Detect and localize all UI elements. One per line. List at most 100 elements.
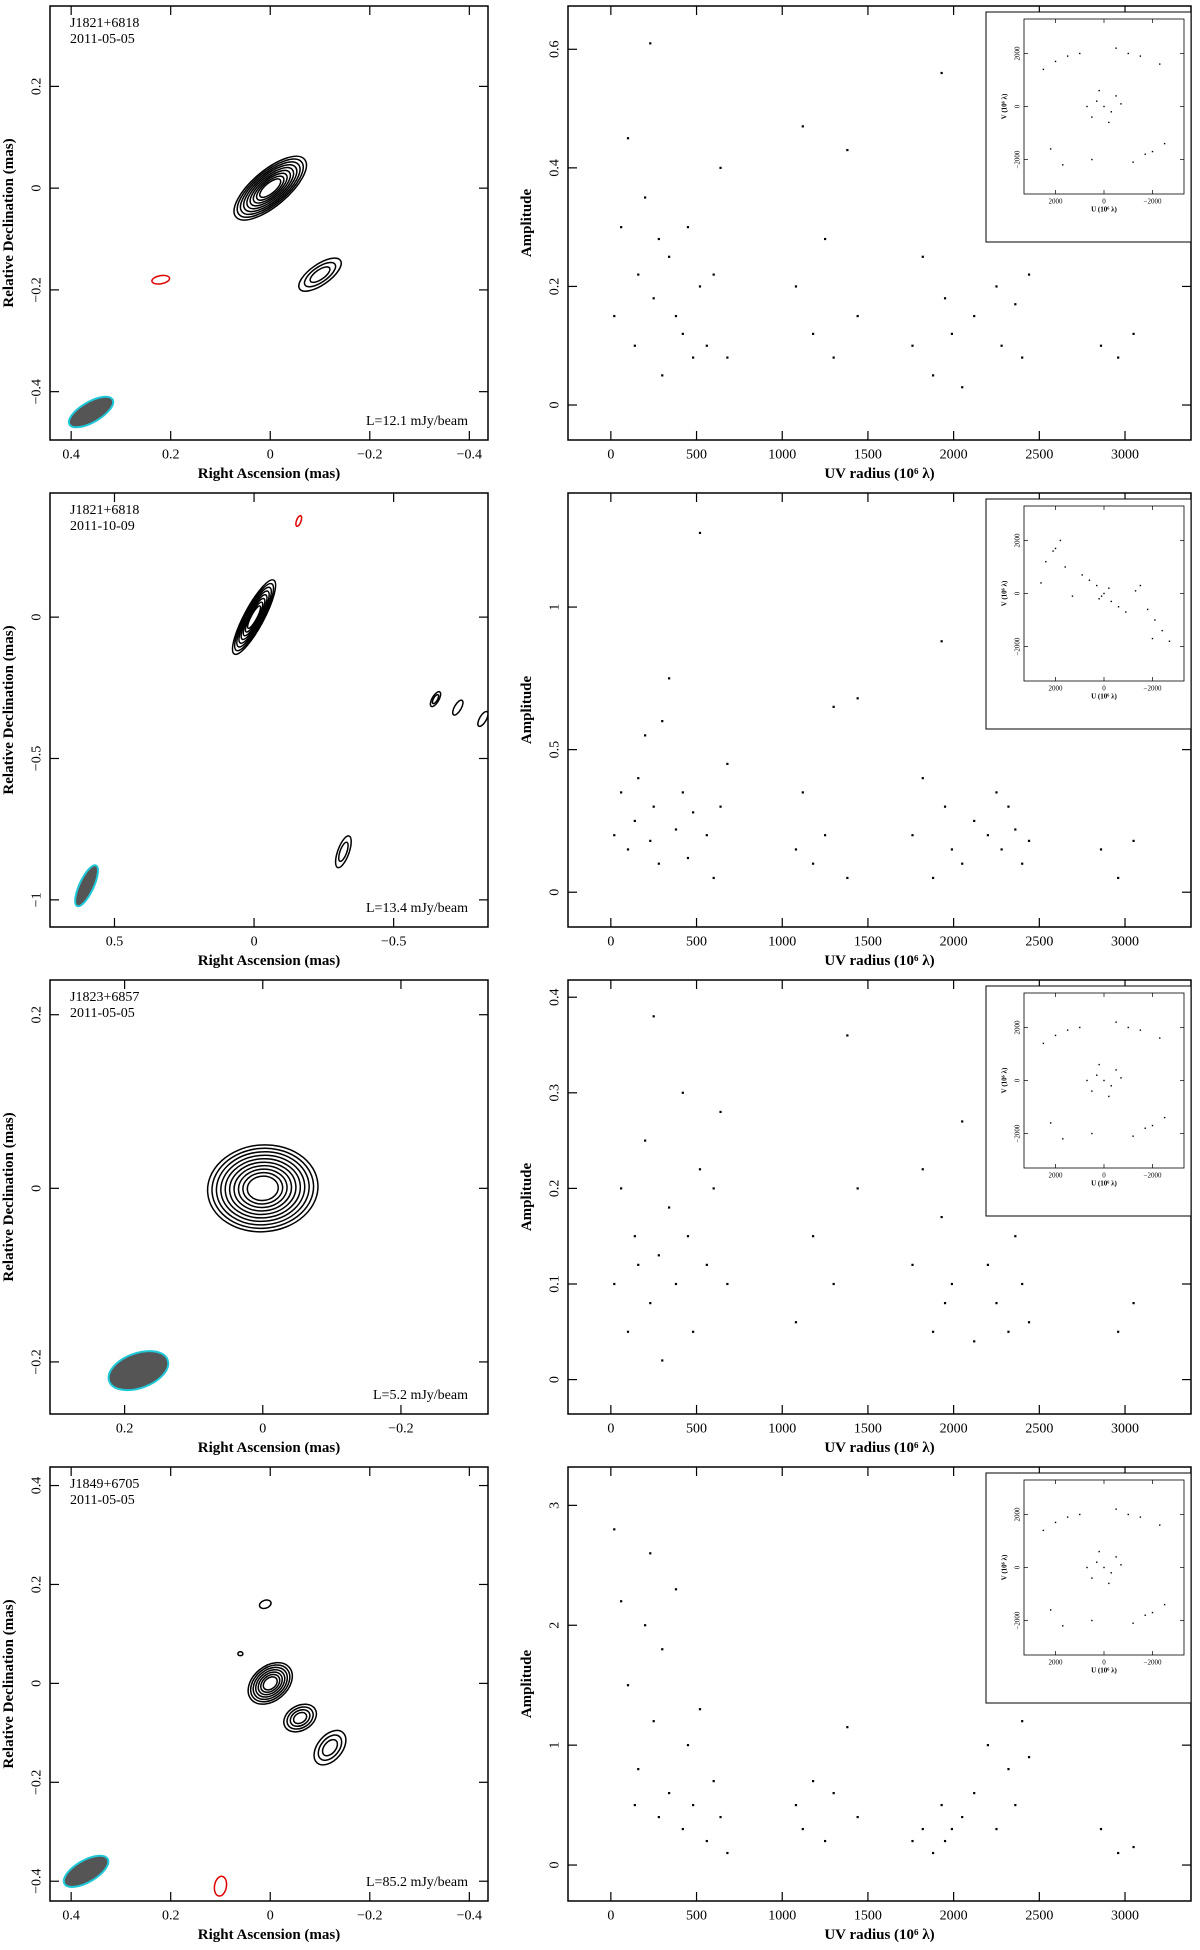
data-point <box>794 285 798 288</box>
data-point <box>661 374 664 377</box>
data-point <box>692 1803 695 1807</box>
data-point <box>705 1263 708 1266</box>
data-point <box>1103 1079 1105 1082</box>
data-point <box>911 1263 914 1266</box>
data-point <box>961 1815 964 1819</box>
y-axis-label: Amplitude <box>519 1162 535 1231</box>
data-point <box>1027 273 1031 276</box>
y-tick-label: 0 <box>1013 591 1021 595</box>
contour <box>309 266 331 284</box>
data-point <box>1132 839 1135 842</box>
x-tick-label: 500 <box>686 1422 707 1437</box>
data-point <box>950 848 954 851</box>
data-point <box>657 237 660 241</box>
y-tick-label: −0.2 <box>30 1349 45 1374</box>
x-tick-label: 0 <box>607 448 614 463</box>
source-name: J1849+6705 <box>70 1477 139 1492</box>
data-point <box>1146 608 1149 611</box>
data-point <box>626 137 630 140</box>
data-point <box>1117 876 1120 880</box>
contour <box>236 158 304 218</box>
peak-level: L=85.2 mJy/beam <box>366 1875 468 1890</box>
x-tick-label: 0.2 <box>116 1422 134 1437</box>
data-point <box>1066 55 1069 57</box>
data-point <box>712 273 715 276</box>
data-point <box>856 697 859 700</box>
data-point <box>1139 55 1142 57</box>
data-point <box>1014 1235 1017 1238</box>
x-tick-label: −2000 <box>1144 1658 1162 1666</box>
data-point <box>940 1215 943 1219</box>
data-point <box>626 1330 630 1333</box>
x-axis-label: U (10⁶ λ) <box>1091 1667 1117 1675</box>
contour <box>236 586 273 648</box>
data-point <box>1099 344 1103 347</box>
data-point <box>620 1600 623 1603</box>
data-point <box>613 1282 616 1286</box>
x-axis-label: U (10⁶ λ) <box>1091 206 1117 214</box>
data-point <box>726 762 729 765</box>
data-point <box>1079 52 1081 55</box>
x-tick-label: 1000 <box>768 448 796 463</box>
data-point <box>652 297 655 300</box>
contour <box>313 1729 347 1766</box>
data-point <box>973 314 976 318</box>
data-point <box>661 1648 664 1651</box>
x-tick-label: 0.2 <box>162 1909 180 1924</box>
y-tick-label: −0.2 <box>30 1770 45 1795</box>
y-tick-label: 0.2 <box>30 1576 45 1594</box>
data-point <box>1027 1756 1031 1759</box>
plot-frame <box>49 1466 489 1902</box>
x-tick-label: 1500 <box>854 935 882 950</box>
y-tick-label: 0.4 <box>30 1477 45 1495</box>
data-point <box>1110 1572 1112 1574</box>
y-tick-label: 0.5 <box>548 741 563 759</box>
data-point <box>950 332 954 335</box>
x-tick-label: 2500 <box>1025 448 1053 463</box>
data-point <box>705 344 708 347</box>
data-point <box>719 1110 722 1114</box>
contour <box>252 172 288 204</box>
y-tick-label: −0.5 <box>30 746 45 771</box>
y-axis-label: V (10⁶ λ) <box>1001 580 1009 606</box>
data-point <box>1139 1029 1142 1031</box>
contour <box>242 1171 284 1205</box>
data-point <box>856 314 859 318</box>
x-tick-label: 2500 <box>1025 1909 1053 1924</box>
x-axis-label: U (10⁶ λ) <box>1091 1180 1117 1188</box>
data-point <box>1079 1513 1081 1516</box>
x-tick-label: 0 <box>251 935 258 950</box>
data-point <box>1014 1803 1017 1807</box>
contour <box>451 699 464 716</box>
data-point <box>794 1321 798 1324</box>
data-point <box>1021 1720 1024 1723</box>
x-tick-label: 2000 <box>1049 197 1064 205</box>
x-tick-label: 0 <box>259 1422 266 1437</box>
y-tick-label: 0 <box>1013 104 1021 108</box>
data-point <box>698 285 702 288</box>
data-point <box>674 1282 678 1286</box>
data-point <box>811 1780 815 1783</box>
x-tick-label: 0 <box>1102 197 1106 205</box>
contour <box>240 594 268 641</box>
x-tick-label: −2000 <box>1144 197 1162 205</box>
plot-area <box>1042 1021 1166 1140</box>
y-tick-label: 0 <box>548 402 563 409</box>
inset-frame <box>985 11 1192 243</box>
data-point <box>911 834 914 837</box>
data-point <box>811 332 815 335</box>
contour <box>213 1875 228 1897</box>
contour <box>249 1664 291 1703</box>
contour <box>242 164 298 213</box>
data-point <box>644 196 647 199</box>
data-point <box>1134 590 1137 592</box>
data-point <box>832 1791 835 1795</box>
data-point <box>1120 103 1122 105</box>
x-tick-label: 1500 <box>854 1909 882 1924</box>
y-tick-label: 2000 <box>1013 1020 1021 1035</box>
data-point <box>652 1015 655 1018</box>
x-tick-label: −0.4 <box>457 448 482 463</box>
data-point <box>686 856 690 860</box>
contour <box>239 161 301 216</box>
data-point <box>1096 584 1098 587</box>
